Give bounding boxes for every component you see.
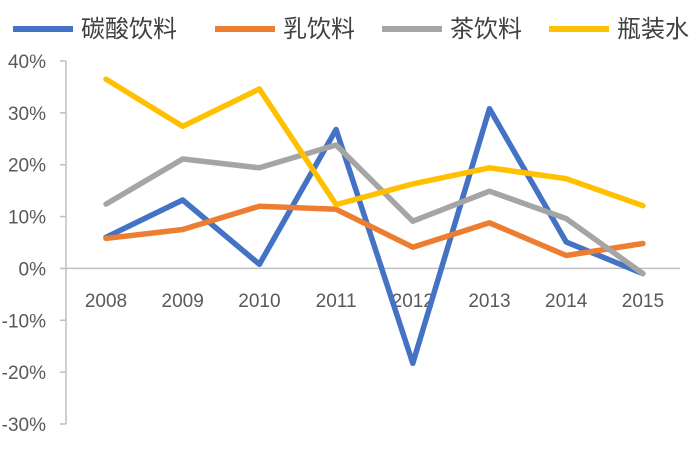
legend-label: 乳饮料 bbox=[283, 15, 355, 43]
legend-item: 乳饮料 bbox=[215, 15, 355, 43]
legend-item: 瓶装水 bbox=[549, 15, 689, 43]
y-tick-label: -20% bbox=[2, 363, 46, 384]
y-tick-label: 10% bbox=[8, 208, 46, 229]
x-tick-label: 2008 bbox=[85, 291, 127, 312]
x-tick-label: 2011 bbox=[316, 291, 357, 312]
x-tick-label: 2014 bbox=[545, 291, 588, 312]
y-tick-label: 0% bbox=[19, 259, 47, 280]
legend: 碳酸饮料 乳饮料 茶饮料 瓶装水 bbox=[13, 15, 689, 43]
x-axis: 2008 2009 2010 2011 2012 2013 2014 2015 bbox=[66, 267, 680, 312]
legend-label: 茶饮料 bbox=[450, 15, 522, 43]
series-lines bbox=[103, 76, 646, 367]
x-tick-label: 2013 bbox=[468, 291, 510, 312]
x-tick-label: 2012 bbox=[392, 291, 434, 312]
y-tick-label: 40% bbox=[8, 52, 46, 73]
x-tick-label: 2009 bbox=[162, 291, 204, 312]
x-tick-label: 2010 bbox=[238, 291, 280, 312]
y-tick-label: 30% bbox=[8, 104, 46, 125]
legend-item: 碳酸饮料 bbox=[13, 15, 177, 43]
legend-label: 碳酸饮料 bbox=[81, 15, 177, 43]
y-tick-label: -30% bbox=[2, 415, 46, 436]
x-tick-label: 2015 bbox=[622, 291, 664, 312]
legend-label: 瓶装水 bbox=[617, 15, 689, 43]
series-line bbox=[103, 203, 646, 259]
series-line bbox=[103, 142, 646, 277]
y-axis: 40% 30% 20% 10% 0% -10% -20% -30% bbox=[2, 52, 67, 436]
series-line bbox=[103, 105, 646, 367]
y-tick-label: -10% bbox=[2, 311, 46, 332]
y-tick-label: 20% bbox=[8, 156, 46, 177]
series-line bbox=[103, 76, 646, 209]
legend-item: 茶饮料 bbox=[382, 15, 522, 43]
